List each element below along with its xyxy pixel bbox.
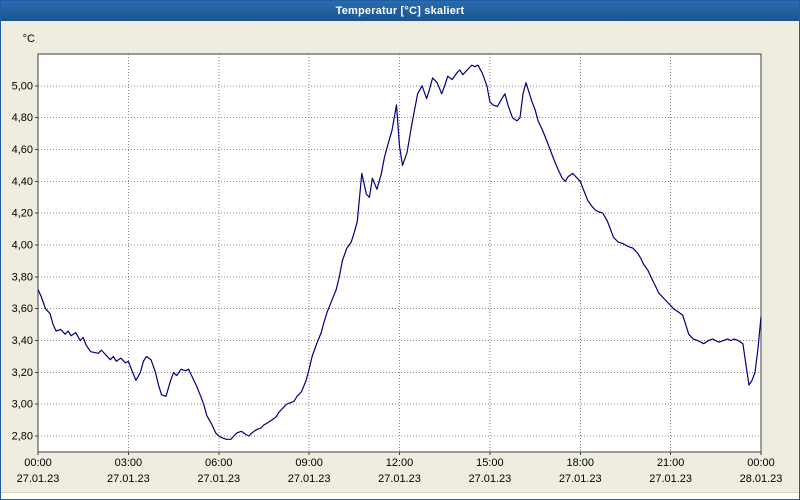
x-tick-time-label: 00:00	[24, 457, 52, 469]
x-tick-time-label: 03:00	[115, 457, 143, 469]
window-title: Temperatur [°C] skaliert	[335, 5, 465, 17]
x-tick-date-label: 27.01.23	[17, 473, 60, 485]
x-tick-time-label: 00:00	[747, 457, 775, 469]
title-bar: Temperatur [°C] skaliert	[1, 1, 799, 21]
x-tick-time-label: 21:00	[657, 457, 685, 469]
x-tick-date-label: 27.01.23	[378, 473, 421, 485]
plot-border	[37, 53, 762, 453]
footer-strip	[1, 492, 799, 499]
y-tick-label: 4,40	[12, 176, 33, 188]
temperature-line	[37, 64, 762, 440]
y-tick-label: 4,80	[12, 112, 33, 124]
y-tick-label: 3,00	[12, 399, 33, 411]
x-tick-time-label: 15:00	[476, 457, 504, 469]
chart-area: 5,00 4,80 4,60 4,40 4,20 4,00 3,80 3,60 3,40 3,20…	[1, 21, 799, 492]
y-tick-label: 4,20	[12, 208, 33, 220]
x-tick-date-label: 27.01.23	[649, 473, 692, 485]
y-tick-label: 3,60	[12, 303, 33, 315]
x-tick-date-label: 27.01.23	[288, 473, 331, 485]
y-tick-label: 2,80	[12, 431, 33, 443]
y-axis-unit-label: °C	[23, 33, 35, 45]
x-tick-time-label: 09:00	[295, 457, 323, 469]
x-tick-time-label: 12:00	[386, 457, 414, 469]
y-tick-label: 3,20	[12, 367, 33, 379]
y-tick-label: 5,00	[12, 80, 33, 92]
y-tick-label: 3,40	[12, 335, 33, 347]
chart-svg: 5,00 4,80 4,60 4,40 4,20 4,00 3,80 3,60 3,40 3,20…	[12, 33, 783, 485]
y-tick-label: 4,00	[12, 240, 33, 252]
x-tick-date-label: 27.01.23	[559, 473, 602, 485]
x-tick-date-label: 28.01.23	[740, 473, 783, 485]
x-tick-time-label: 06:00	[205, 457, 233, 469]
x-tick-time-label: 18:00	[566, 457, 594, 469]
x-tick-date-label: 27.01.23	[468, 473, 511, 485]
y-tick-label: 4,60	[12, 144, 33, 156]
x-tick-date-label: 27.01.23	[197, 473, 240, 485]
x-tick-date-label: 27.01.23	[107, 473, 150, 485]
y-tick-label: 3,80	[12, 271, 33, 283]
